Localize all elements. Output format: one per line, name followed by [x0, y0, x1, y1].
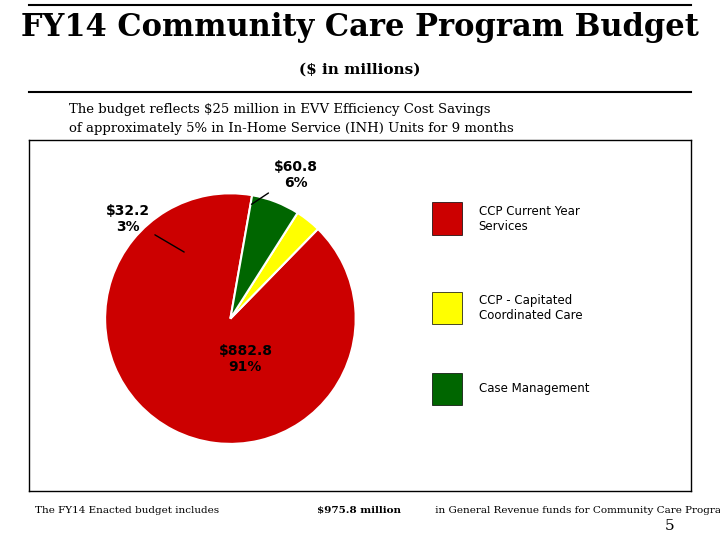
Wedge shape [105, 193, 356, 444]
Text: $975.8 million: $975.8 million [317, 507, 401, 515]
Wedge shape [230, 195, 297, 319]
Text: $32.2
3%: $32.2 3% [106, 204, 184, 252]
Bar [432, 373, 462, 405]
Bar [432, 292, 462, 324]
Bar [432, 202, 462, 235]
Text: CCP Current Year
Services: CCP Current Year Services [479, 205, 580, 233]
Text: $882.8
91%: $882.8 91% [218, 343, 272, 374]
Text: in General Revenue funds for Community Care Program Services.: in General Revenue funds for Community C… [431, 507, 720, 515]
Text: 5: 5 [665, 519, 675, 534]
Text: CCP - Capitated
Coordinated Care: CCP - Capitated Coordinated Care [479, 294, 582, 322]
Text: The budget reflects $25 million in EVV Efficiency Cost Savings
of approximately : The budget reflects $25 million in EVV E… [68, 103, 513, 135]
Text: ($ in millions): ($ in millions) [300, 63, 420, 77]
Text: Case Management: Case Management [479, 382, 589, 395]
Text: $60.8
6%: $60.8 6% [251, 160, 318, 204]
Wedge shape [230, 213, 318, 319]
Text: FY14 Community Care Program Budget: FY14 Community Care Program Budget [21, 12, 699, 43]
Text: The FY14 Enacted budget includes: The FY14 Enacted budget includes [35, 507, 222, 515]
